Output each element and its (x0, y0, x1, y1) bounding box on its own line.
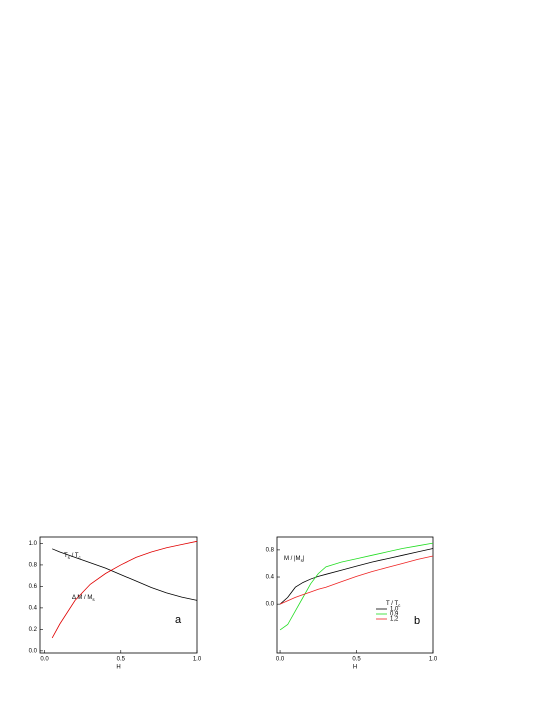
x-tick-label: 0.5 (117, 657, 126, 663)
x-axis-label: H (353, 665, 357, 671)
y-tick-label: 0.8 (29, 563, 38, 569)
text-part: s (68, 555, 71, 560)
y-tick-label: 0.4 (29, 605, 38, 611)
text-part: s (92, 597, 95, 602)
y-tick-label: 0.0 (266, 602, 275, 608)
y-tick-label: 1.0 (29, 541, 38, 547)
text-part: s (301, 558, 304, 563)
x-tick-label: 1.0 (429, 657, 438, 663)
x-axis-label: H (116, 665, 120, 671)
annotation: Δ M / Ms (72, 595, 95, 602)
data-line (52, 548, 198, 601)
plot-frame (276, 536, 434, 654)
text-part: c (398, 603, 401, 608)
text-part: Δ M / M (72, 595, 92, 601)
x-tick-label: 0.0 (40, 657, 49, 663)
panel-label: b (414, 615, 420, 627)
text-part: | (303, 556, 305, 562)
text-part: / T (70, 553, 79, 559)
annotation: M / |Ms| (284, 556, 305, 563)
data-line (279, 555, 434, 605)
y-tick-label: 0.4 (266, 575, 275, 581)
x-tick-label: 0.5 (352, 657, 361, 663)
y-tick-label: 0.6 (29, 584, 38, 590)
y-tick-label: 0.8 (266, 547, 275, 553)
data-line (51, 540, 198, 639)
panel-label: a (175, 614, 182, 626)
legend-label: 1,2 (390, 617, 399, 623)
legend-label: 1,0 (390, 607, 399, 613)
legend-title: T / Tc (386, 601, 401, 608)
text-part: M / |M (284, 556, 301, 562)
legend-label: 0,9 (390, 612, 399, 618)
data-line (279, 548, 434, 605)
data-line (279, 542, 434, 631)
text-part: c (78, 555, 81, 560)
x-tick-label: 0.0 (276, 657, 285, 663)
y-tick-label: 0.2 (29, 627, 38, 633)
x-tick-label: 1.0 (193, 657, 202, 663)
plot-frame (39, 536, 198, 654)
text-part: T / T (386, 601, 398, 607)
annotation: Ts / Tc (64, 553, 81, 560)
text-part: T (64, 553, 68, 559)
y-tick-label: 0.0 (29, 648, 38, 654)
